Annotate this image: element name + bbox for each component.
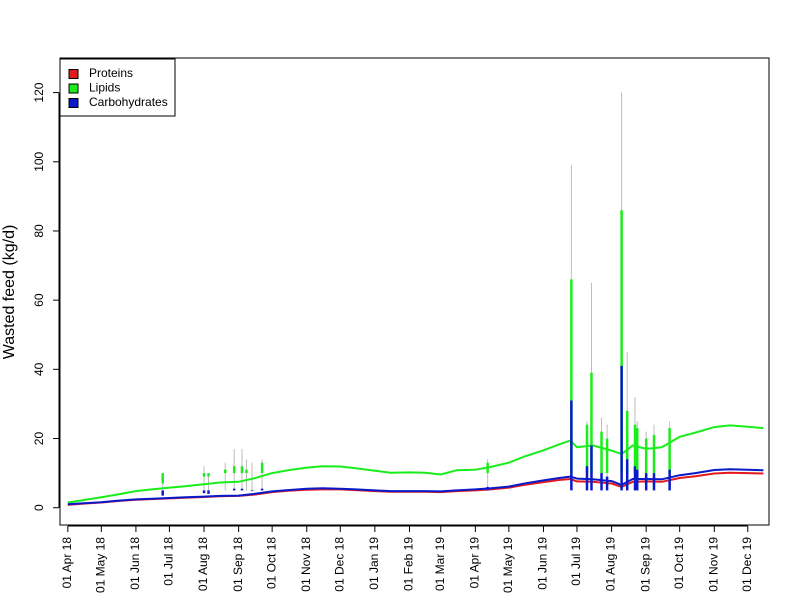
series-lines [67, 424, 764, 506]
x-tick-label: 01 Dec 19 [740, 537, 754, 592]
legend-swatch [68, 69, 79, 79]
legend-label: Carbohydrates [89, 95, 168, 109]
x-tick-label: 01 Oct 19 [672, 537, 686, 589]
x-tick-label: 01 Nov 18 [299, 537, 313, 592]
x-tick-label: 01 Jan 19 [367, 537, 381, 590]
y-tick-label: 0 [32, 504, 46, 511]
x-tick-label: 01 Aug 19 [604, 537, 618, 591]
y-axis-title: Wasted feed (kg/d) [1, 225, 18, 360]
x-axis: 01 Apr 18 01 May 18 01 Jun 18 01 Jul 18 01 A… [60, 525, 754, 593]
x-tick-label: 01 Jul 18 [162, 537, 176, 586]
y-tick-label: 60 [32, 293, 46, 307]
x-tick-label: 01 Apr 19 [468, 537, 482, 589]
x-tick-label: 01 Jun 19 [536, 537, 550, 590]
legend-box [59, 58, 176, 117]
x-tick-label: 01 Nov 19 [706, 537, 720, 592]
y-tick-label: 100 [32, 151, 46, 171]
y-tick-label: 120 [32, 82, 46, 102]
y-tick-label: 80 [32, 224, 46, 238]
x-tick-label: 01 Jul 19 [569, 537, 583, 586]
x-tick-label: 01 Oct 18 [264, 537, 278, 589]
x-tick-label: 01 May 18 [93, 537, 107, 593]
y-tick-label: 20 [32, 432, 46, 446]
series-line-lipids [67, 424, 764, 504]
x-tick-label: 01 Mar 19 [433, 537, 447, 591]
series-line-carbohydrates [67, 468, 764, 506]
y-tick-label: 40 [32, 362, 46, 376]
y-axis: 0 20 40 60 80 100 120 [32, 82, 60, 511]
plot-frame [59, 57, 770, 526]
x-tick-label: 01 Feb 19 [402, 537, 416, 591]
legend-swatch [68, 83, 79, 94]
spike-lines-color [161, 210, 671, 496]
legend-label: Lipids [89, 81, 120, 95]
x-tick-label: 01 Dec 18 [332, 537, 346, 592]
x-tick-label: 01 Aug 18 [196, 537, 210, 591]
legend-label: Proteins [89, 66, 133, 80]
x-tick-label: 01 May 19 [501, 537, 515, 593]
x-tick-label: 01 Sep 19 [638, 537, 652, 592]
x-tick-label: 01 Jun 18 [128, 537, 142, 590]
x-tick-label: 01 Sep 18 [231, 537, 245, 592]
legend-swatch [68, 98, 79, 108]
x-tick-label: 01 Apr 18 [60, 537, 74, 589]
